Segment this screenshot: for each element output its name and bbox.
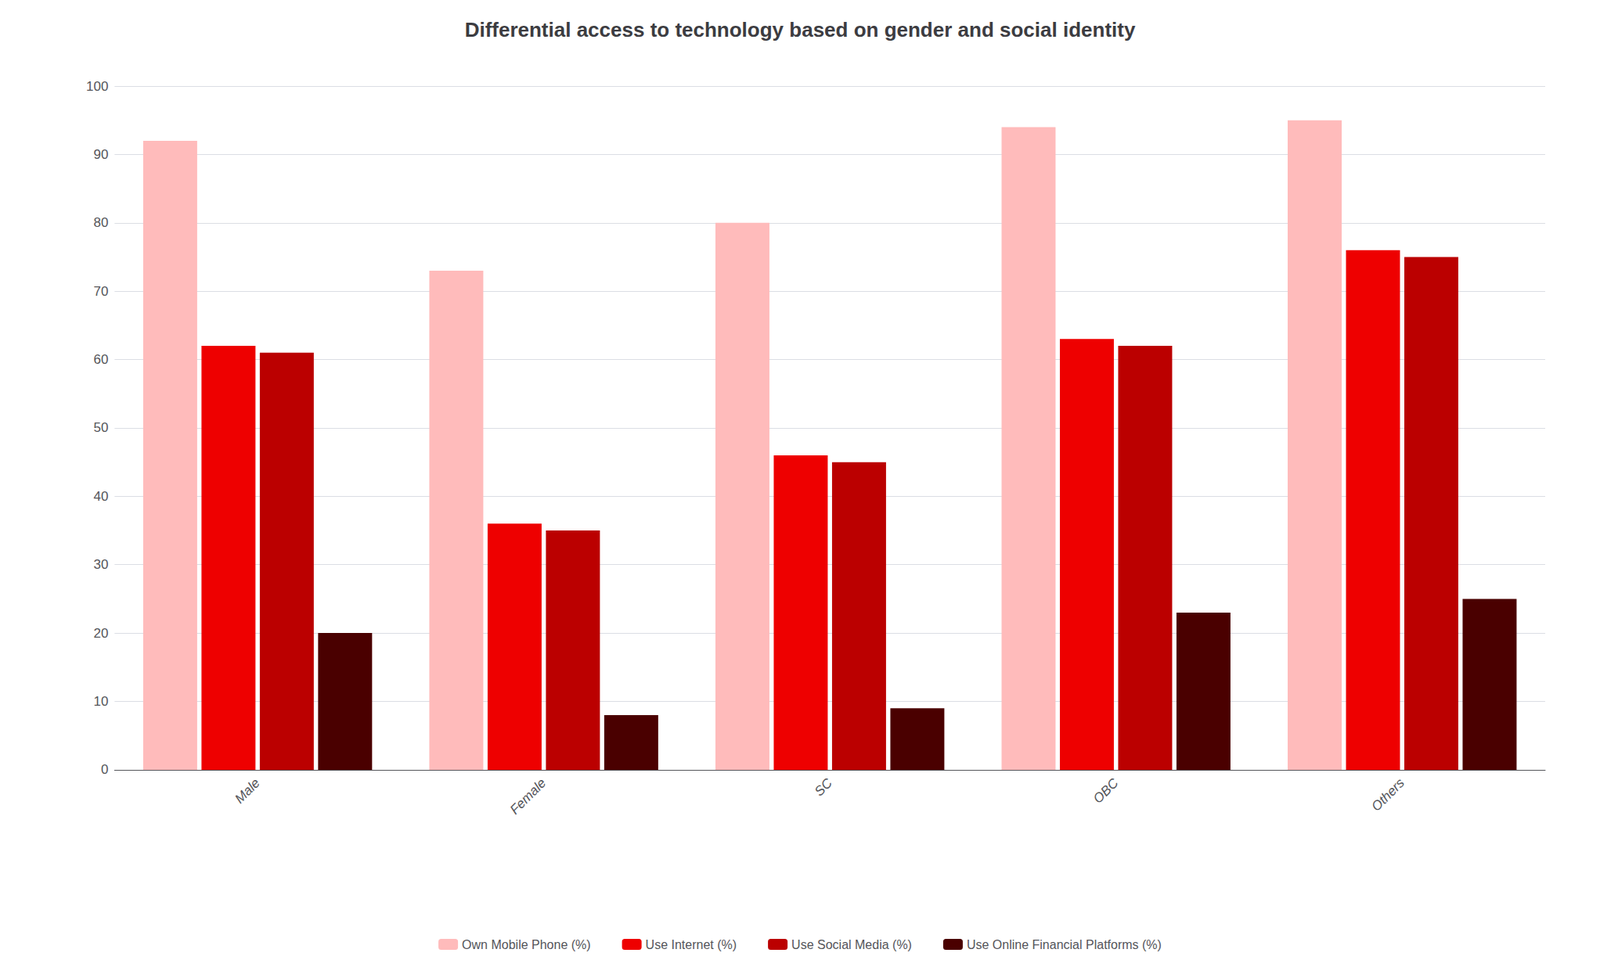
svg-text:30: 30 xyxy=(93,557,109,573)
svg-text:60: 60 xyxy=(93,352,109,368)
svg-text:Own Mobile Phone (%): Own Mobile Phone (%) xyxy=(461,938,591,952)
svg-text:70: 70 xyxy=(93,284,109,300)
svg-text:50: 50 xyxy=(93,420,109,436)
svg-text:20: 20 xyxy=(93,626,109,642)
svg-text:90: 90 xyxy=(93,147,109,163)
svg-text:Male: Male xyxy=(231,775,263,807)
svg-text:Use Internet (%): Use Internet (%) xyxy=(645,938,737,952)
svg-text:40: 40 xyxy=(93,489,109,505)
svg-text:0: 0 xyxy=(100,762,109,778)
svg-text:100: 100 xyxy=(86,79,109,94)
svg-text:Others: Others xyxy=(1368,775,1408,815)
svg-text:OBC: OBC xyxy=(1090,775,1122,808)
svg-text:SC: SC xyxy=(811,775,837,800)
svg-text:80: 80 xyxy=(93,215,109,231)
svg-text:Differential access to technol: Differential access to technology based … xyxy=(464,18,1136,42)
svg-text:10: 10 xyxy=(93,694,109,710)
svg-text:Female: Female xyxy=(507,775,549,818)
svg-text:Use Social Media (%): Use Social Media (%) xyxy=(791,938,912,952)
svg-text:Use Online Financial Platforms: Use Online Financial Platforms (%) xyxy=(966,938,1162,952)
